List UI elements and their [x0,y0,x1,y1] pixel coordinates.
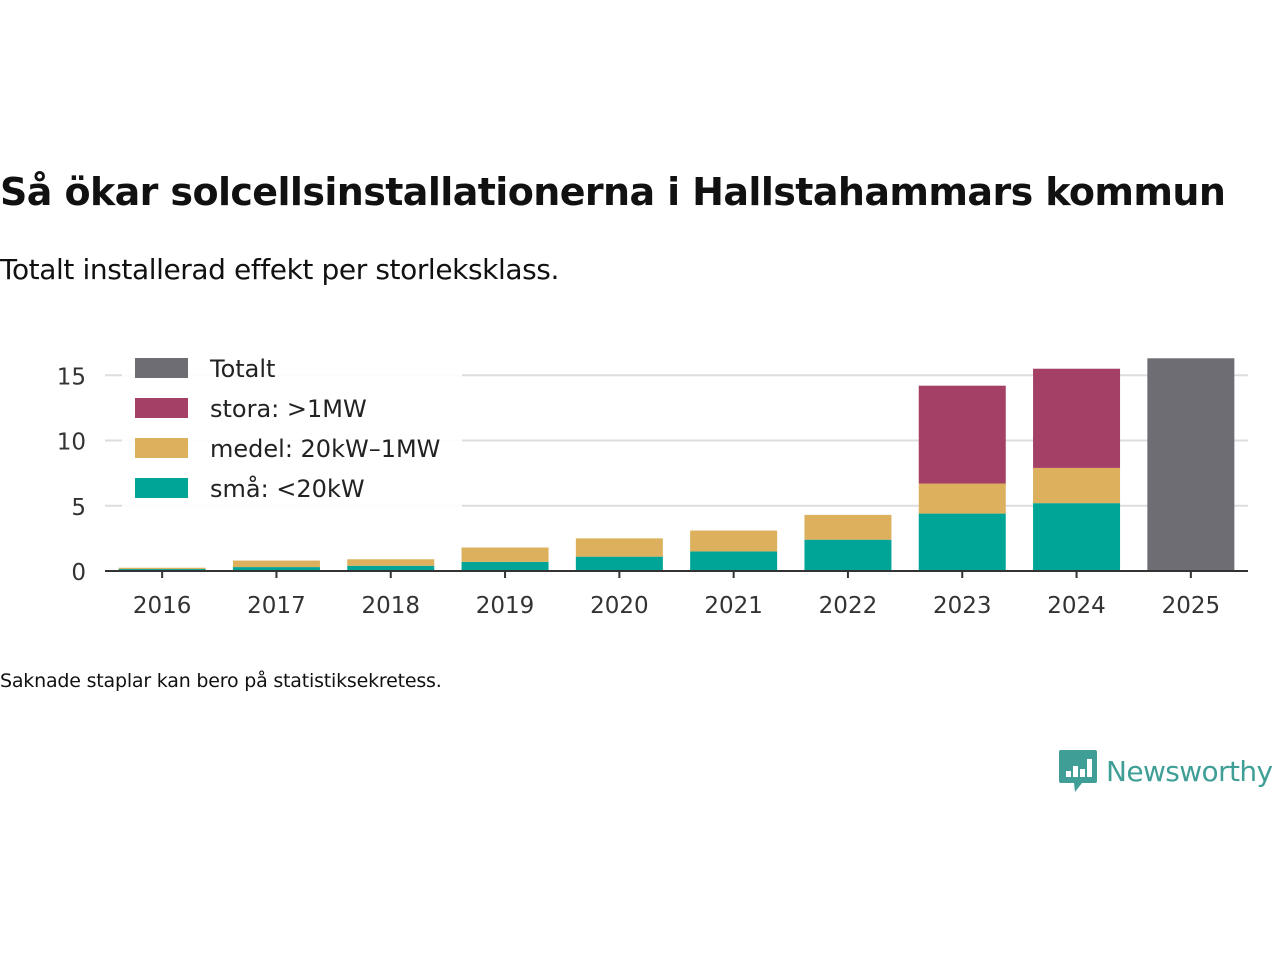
bar-stora-2024 [1033,368,1121,468]
newsworthy-logo-icon [1059,750,1097,792]
legend: Totalt stora: >1MW medel: 20kW–1MW små: <20… [122,350,462,515]
bar-medel-2019 [461,547,549,562]
y-tick-label: 0 [71,560,86,586]
chart-title: Så ökar solcellsinstallationerna i Halls… [0,170,1226,214]
bar-sma-2021 [690,551,778,571]
bars [118,358,1235,571]
footnote: Saknade staplar kan bero på statistiksek… [0,670,442,692]
bar-sma-2020 [575,556,663,571]
legend-label-stora: stora: >1MW [210,395,367,423]
bar-medel-2020 [575,538,663,557]
x-tick-label: 2022 [819,593,878,619]
x-tick-label: 2023 [933,593,992,619]
y-tick-label: 15 [57,364,86,390]
legend-swatch-totalt [135,358,188,378]
bar-medel-2024 [1033,467,1121,504]
legend-swatch-sma [135,478,188,498]
brand-logo: Newsworthy [1058,748,1273,794]
bar-medel-2017 [232,560,320,568]
x-tick-label: 2025 [1162,593,1221,619]
legend-label-totalt: Totalt [209,355,275,383]
x-tick-label: 2018 [361,593,420,619]
legend-label-sma: små: <20kW [210,474,365,503]
x-tick-label: 2017 [247,593,306,619]
axes: 0 5 10 15 2016 2017 2018 2019 2020 2021 2022 2023 20… [57,364,1248,619]
bar-medel-2023 [918,483,1006,514]
brand-name: Newsworthy [1106,754,1273,788]
legend-label-medel: medel: 20kW–1MW [210,435,440,463]
x-tick-label: 2019 [476,593,535,619]
bar-sma-2024 [1033,503,1121,571]
bar-medel-2022 [804,514,892,540]
bar-sma-2017 [232,567,320,571]
bar-sma-2023 [918,513,1006,571]
legend-swatch-stora [135,398,188,418]
bar-medel-2018 [347,559,435,566]
x-tick-label: 2021 [704,593,763,619]
bar-sma-2022 [804,539,892,571]
bar-totalt-2025 [1147,358,1235,571]
bar-medel-2016 [118,567,206,570]
x-tick-label: 2016 [133,593,192,619]
y-tick-label: 10 [57,430,86,456]
bar-sma-2018 [347,565,435,571]
bar-medel-2021 [690,530,778,552]
bar-sma-2019 [461,561,549,571]
legend-swatch-medel [135,438,188,458]
x-tick-label: 2024 [1047,593,1106,619]
bar-chart: 0 5 10 15 2016 2017 2018 2019 2020 2021 2022 2023 20… [57,350,1248,619]
y-tick-label: 5 [71,495,86,521]
chart-subtitle: Totalt installerad effekt per storlekskl… [0,253,559,286]
bar-stora-2023 [918,385,1006,484]
x-tick-label: 2020 [590,593,649,619]
